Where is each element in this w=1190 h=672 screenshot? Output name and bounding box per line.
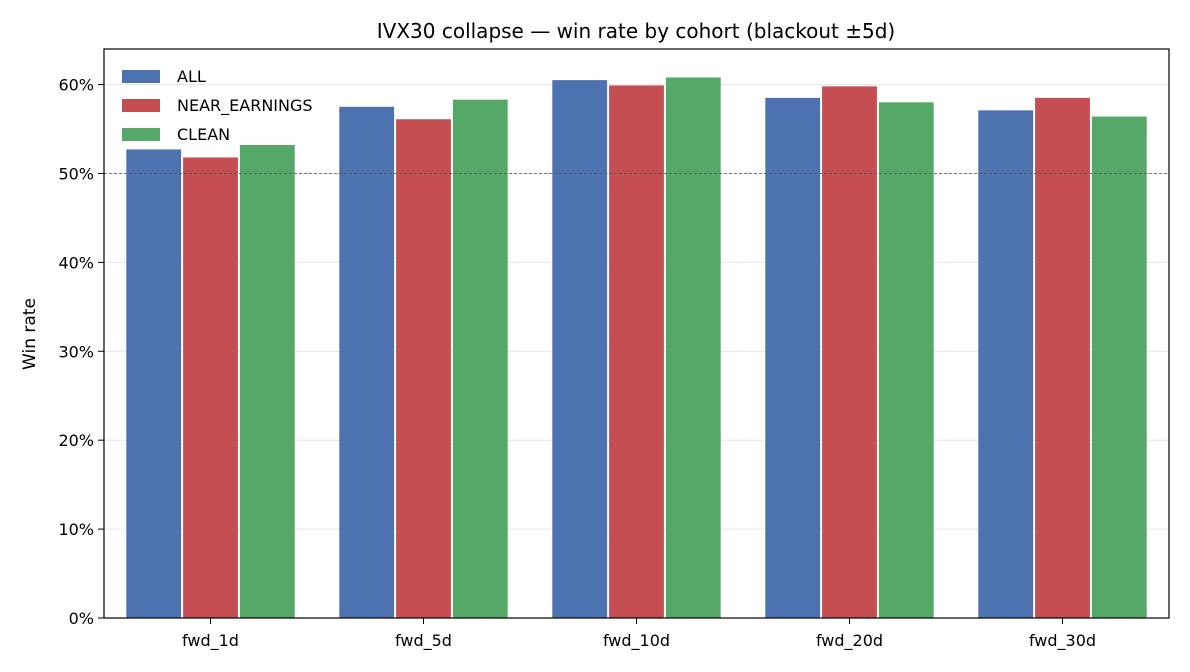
bar-near-earnings-fwd-1d [183,157,238,618]
y-tick-label: 30% [58,342,94,361]
bar-all-fwd-20d [765,97,821,618]
bars [126,77,1147,619]
y-tick-label: 0% [69,609,94,628]
x-tick-label: fwd_30d [1029,631,1096,651]
bar-near-earnings-fwd-30d [1035,97,1090,618]
bar-near-earnings-fwd-10d [609,85,664,619]
legend: ALL NEAR_EARNINGS CLEAN [122,67,313,144]
y-tick-label: 60% [58,76,94,95]
bar-near-earnings-fwd-20d [822,86,877,618]
bar-clean-fwd-10d [665,77,721,618]
y-axis-label: Win rate [20,298,40,370]
x-tick-label: fwd_20d [816,631,883,651]
legend-label: ALL [177,67,206,86]
legend-label: CLEAN [177,125,230,144]
y-tick-label: 10% [58,520,94,539]
y-axis-ticks: 0% 10% 20% 30% 40% 50% 60% [58,76,104,628]
y-tick-label: 50% [58,164,94,183]
legend-swatch [122,99,160,112]
x-axis-ticks: fwd_1d fwd_5d fwd_10d fwd_20d fwd_30d [182,618,1096,651]
y-tick-label: 20% [58,431,94,450]
bar-all-fwd-10d [552,80,608,618]
bar-all-fwd-5d [339,106,395,618]
bar-all-fwd-30d [978,110,1034,619]
chart-title: IVX30 collapse — win rate by cohort (bla… [377,19,895,43]
y-tick-label: 40% [58,253,94,272]
legend-swatch [122,70,160,83]
bar-all-fwd-1d [126,149,182,619]
bar-clean-fwd-5d [452,99,508,618]
bar-clean-fwd-20d [878,102,934,618]
bar-clean-fwd-30d [1091,116,1147,618]
legend-label: NEAR_EARNINGS [177,96,313,116]
x-tick-label: fwd_1d [182,631,239,651]
x-tick-label: fwd_5d [395,631,452,651]
legend-swatch [122,128,160,141]
x-tick-label: fwd_10d [603,631,670,651]
bar-near-earnings-fwd-5d [396,119,451,619]
bar-clean-fwd-1d [239,145,295,619]
